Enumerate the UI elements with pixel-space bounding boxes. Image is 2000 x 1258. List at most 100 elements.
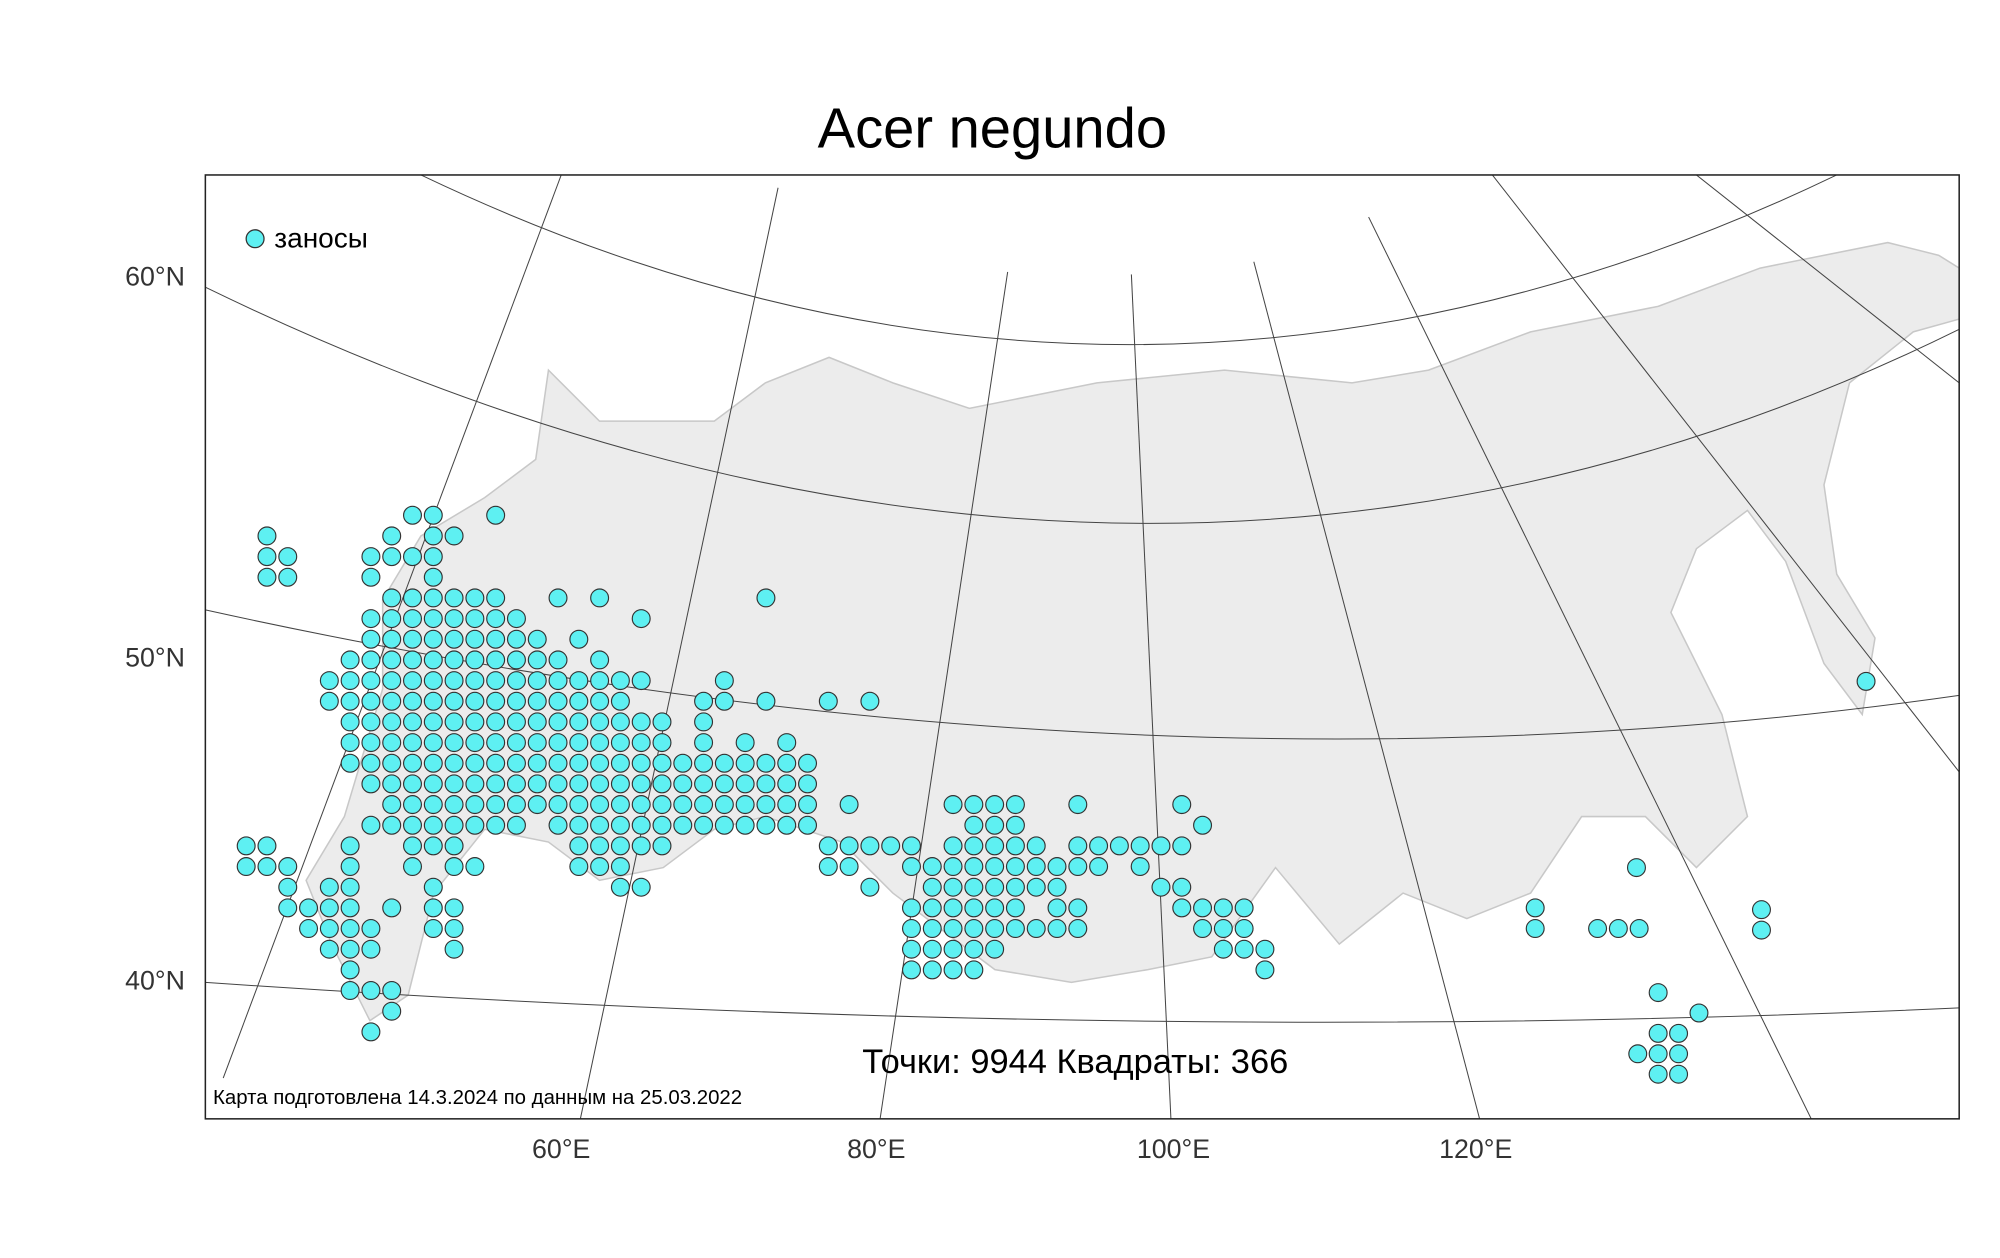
occurrence-dot xyxy=(486,795,506,815)
occurrence-dot xyxy=(423,733,443,753)
occurrence-dot xyxy=(1751,920,1771,940)
occurrence-dot xyxy=(506,691,526,711)
occurrence-dot xyxy=(382,795,402,815)
occurrence-dot xyxy=(402,712,423,732)
occurrence-dot xyxy=(569,691,589,711)
occurrence-dot xyxy=(382,1001,402,1021)
occurrence-dot xyxy=(1234,898,1254,918)
occurrence-dot xyxy=(1005,898,1025,918)
occurrence-dot xyxy=(506,629,526,649)
occurrence-dot xyxy=(465,650,485,670)
occurrence-dot xyxy=(964,939,984,959)
occurrence-dot xyxy=(257,836,277,856)
occurrence-dot xyxy=(278,567,298,587)
occurrence-dot xyxy=(569,753,589,773)
occurrence-dot xyxy=(444,588,464,608)
occurrence-dot xyxy=(548,691,568,711)
occurrence-dot xyxy=(1213,898,1233,918)
occurrence-dot xyxy=(340,691,360,711)
occurrence-dot xyxy=(735,815,755,835)
occurrence-dot xyxy=(590,857,610,877)
occurrence-dot xyxy=(361,939,381,959)
occurrence-dot xyxy=(486,629,506,649)
occurrence-dot xyxy=(985,857,1005,877)
lon-label: 60°E xyxy=(532,1134,590,1164)
occurrence-dot xyxy=(527,671,547,691)
occurrence-dot xyxy=(1629,919,1649,939)
occurrence-dot xyxy=(382,898,402,918)
occurrence-dot xyxy=(777,774,797,794)
occurrence-dot xyxy=(798,815,818,835)
occurrence-dot xyxy=(590,588,610,608)
meridian xyxy=(1130,274,1172,1119)
occurrence-dot xyxy=(486,505,506,525)
occurrence-dot xyxy=(569,815,589,835)
occurrence-dot xyxy=(964,919,984,939)
occurrence-dot xyxy=(1525,919,1545,939)
occurrence-dot xyxy=(527,691,547,711)
occurrence-dot xyxy=(361,547,381,567)
occurrence-dot xyxy=(402,857,423,877)
occurrence-dot xyxy=(382,547,402,567)
occurrence-dot xyxy=(423,774,443,794)
occurrence-dot xyxy=(506,609,526,629)
occurrence-dot xyxy=(735,774,755,794)
occurrence-dot xyxy=(402,733,423,753)
occurrence-dot xyxy=(1109,836,1129,856)
occurrence-dot xyxy=(423,609,443,629)
occurrence-dot xyxy=(465,609,485,629)
occurrence-dot xyxy=(1648,1023,1668,1043)
occurrence-dot xyxy=(694,774,714,794)
occurrence-dot xyxy=(735,795,755,815)
occurrence-dot xyxy=(652,795,672,815)
occurrence-dot xyxy=(527,712,547,732)
occurrence-dot xyxy=(299,919,319,939)
occurrence-dot xyxy=(964,857,984,877)
lon-label: 120°E xyxy=(1439,1134,1512,1164)
occurrence-dot xyxy=(444,526,464,546)
meridian xyxy=(879,271,1009,1119)
occurrence-dot xyxy=(506,650,526,670)
occurrence-dot xyxy=(402,588,423,608)
occurrence-dot xyxy=(402,815,423,835)
occurrence-dot xyxy=(1047,877,1067,897)
occurrence-dot xyxy=(901,919,921,939)
occurrence-dot xyxy=(361,919,381,939)
occurrence-dot xyxy=(610,712,630,732)
occurrence-dot xyxy=(569,733,589,753)
occurrence-dot xyxy=(506,795,526,815)
occurrence-dot xyxy=(361,774,381,794)
meridian xyxy=(1368,216,1812,1119)
occurrence-dot xyxy=(486,691,506,711)
occurrence-dot xyxy=(1026,919,1046,939)
occurrence-dot xyxy=(444,712,464,732)
occurrence-dot xyxy=(444,733,464,753)
occurrence-dot xyxy=(444,919,464,939)
occurrence-dot xyxy=(444,774,464,794)
occurrence-dot xyxy=(610,877,630,897)
occurrence-dot xyxy=(1669,1064,1689,1084)
occurrence-dot xyxy=(340,733,360,753)
occurrence-dot xyxy=(631,795,651,815)
occurrence-dot xyxy=(1047,919,1067,939)
occurrence-dot xyxy=(964,795,984,815)
map-frame xyxy=(204,174,1960,1120)
occurrence-dot xyxy=(402,691,423,711)
occurrence-dot xyxy=(319,898,339,918)
occurrence-dot xyxy=(673,815,693,835)
occurrence-dot xyxy=(486,733,506,753)
occurrence-dot xyxy=(465,753,485,773)
occurrence-dot xyxy=(922,877,942,897)
occurrence-dot xyxy=(527,753,547,773)
occurrence-dot xyxy=(818,691,838,711)
occurrence-dot xyxy=(777,733,797,753)
occurrence-dot xyxy=(361,691,381,711)
occurrence-dot xyxy=(985,919,1005,939)
occurrence-dot xyxy=(444,629,464,649)
occurrence-dot xyxy=(1005,877,1025,897)
occurrence-dot xyxy=(423,795,443,815)
occurrence-dot xyxy=(361,815,381,835)
occurrence-dot xyxy=(569,857,589,877)
occurrence-dot xyxy=(610,753,630,773)
